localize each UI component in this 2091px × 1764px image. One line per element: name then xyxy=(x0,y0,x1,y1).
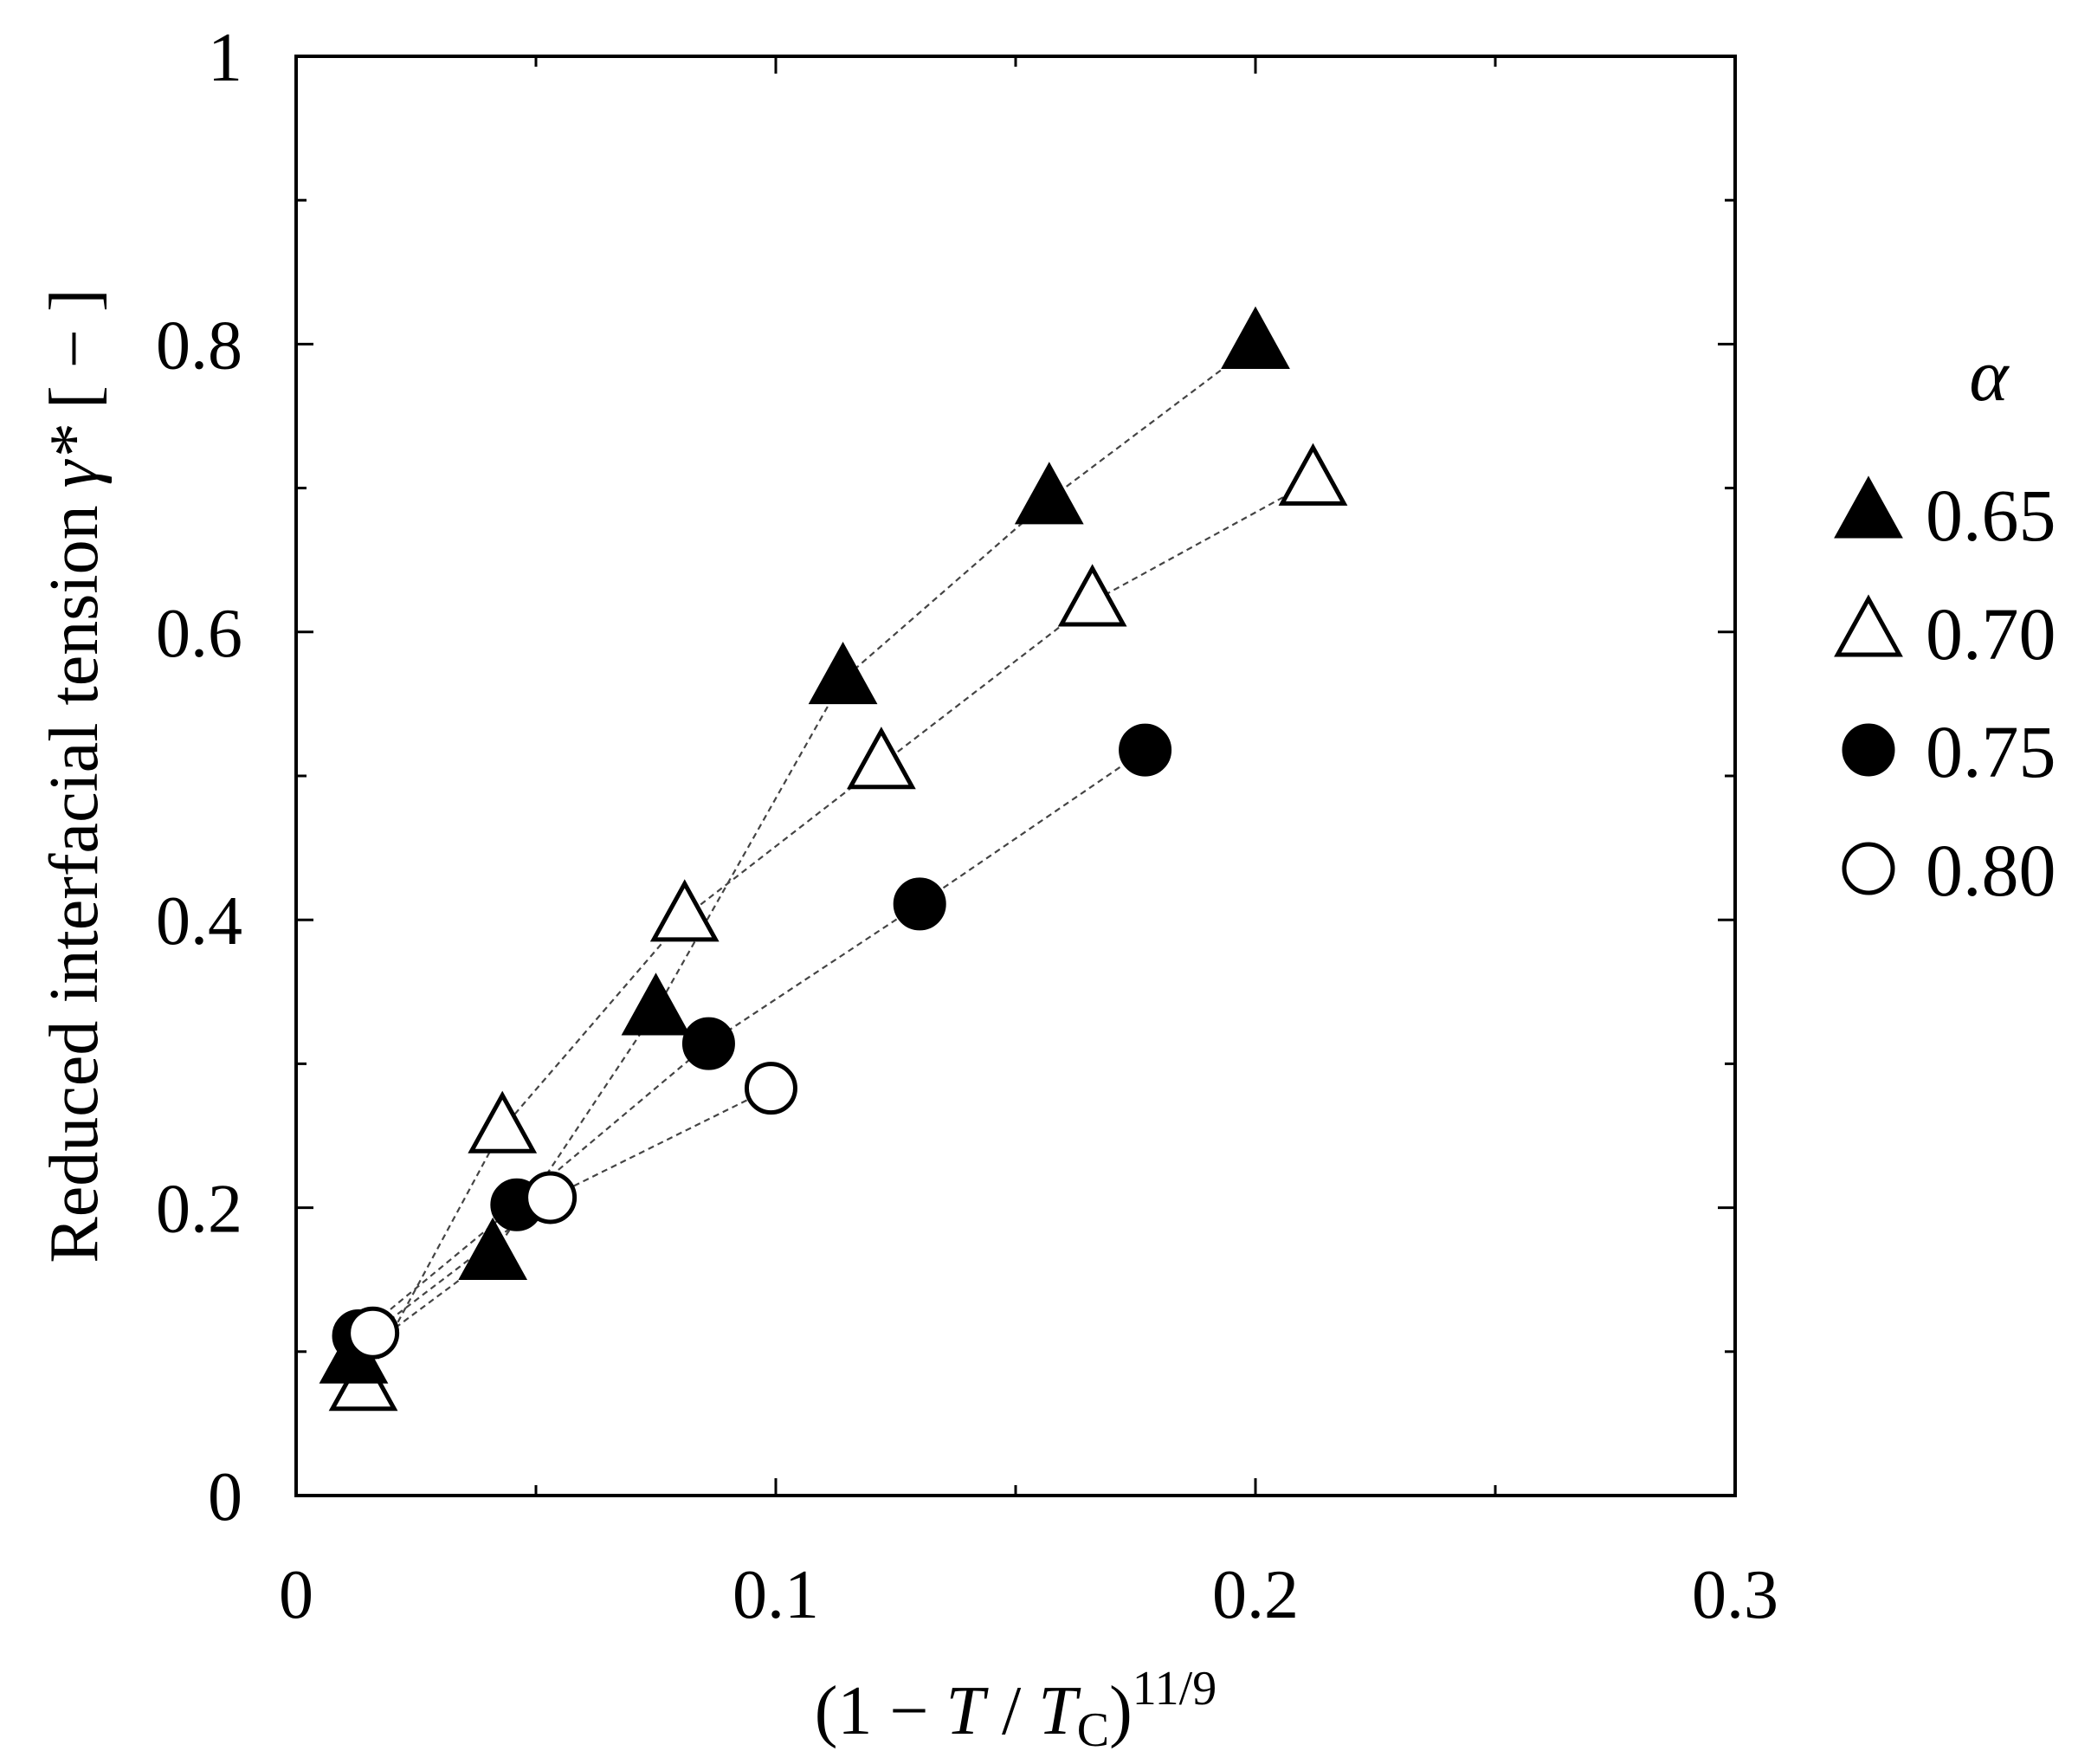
axis-ticks xyxy=(294,55,1737,1497)
y-tick-label: 0.8 xyxy=(156,307,242,384)
data-point-0.65 xyxy=(1221,306,1290,369)
series-line-0.70 xyxy=(362,480,1314,1387)
x-tick-label: 0.1 xyxy=(732,1557,819,1633)
data-point-0.70 xyxy=(1278,443,1348,506)
x-tick-label: 0.3 xyxy=(1692,1557,1778,1633)
y-tick-label: 0.2 xyxy=(156,1172,242,1248)
legend-marker-0.75 xyxy=(1842,723,1895,777)
legend-marker-0.65 xyxy=(1834,475,1903,539)
data-point-0.65 xyxy=(808,642,878,705)
x-tick-label: 0.2 xyxy=(1212,1557,1299,1633)
series-markers xyxy=(319,306,1348,1412)
legend-label-0.80: 0.80 xyxy=(1926,829,2056,912)
legend-marker-0.80 xyxy=(1842,842,1895,895)
y-tick-label: 0.4 xyxy=(156,883,242,960)
y-tick-label: 1 xyxy=(208,20,242,96)
data-point-0.70 xyxy=(468,1090,538,1153)
legend-label-0.65: 0.65 xyxy=(1926,474,2056,557)
data-point-0.75 xyxy=(1119,723,1172,777)
data-point-0.80 xyxy=(524,1171,578,1224)
data-point-0.70 xyxy=(846,727,916,790)
x-tick-label: 0 xyxy=(279,1557,313,1633)
data-point-0.80 xyxy=(744,1062,797,1115)
y-tick-label: 0 xyxy=(208,1459,242,1535)
data-point-0.75 xyxy=(893,877,946,931)
data-point-0.65 xyxy=(1014,462,1084,525)
legend-label-0.75: 0.75 xyxy=(1926,710,2056,793)
legend-title: α xyxy=(1969,333,2010,417)
data-point-0.65 xyxy=(621,972,691,1036)
y-tick-label: 0.6 xyxy=(156,596,242,672)
data-point-0.75 xyxy=(681,1017,735,1070)
y-axis-label: Reduced interfacial tension γ* [ − ] xyxy=(36,288,113,1263)
data-point-0.80 xyxy=(346,1306,400,1360)
legend-marker-0.70 xyxy=(1834,594,1903,657)
tick-labels: 0 0.1 0.2 0.3 0 0.2 0.4 0.6 0.8 1 xyxy=(156,20,1778,1633)
series-line-0.65 xyxy=(352,343,1256,1360)
legend: α 0.65 0.70 0.75 0.80 xyxy=(1834,333,2056,912)
data-point-0.70 xyxy=(1057,564,1127,627)
data-point-0.70 xyxy=(649,879,720,942)
x-axis-label: (1 − T / TC)11/9 xyxy=(815,1662,1217,1757)
data-point-0.65 xyxy=(458,1217,528,1280)
legend-label-0.70: 0.70 xyxy=(1926,592,2056,675)
series-line-0.75 xyxy=(358,749,1146,1337)
